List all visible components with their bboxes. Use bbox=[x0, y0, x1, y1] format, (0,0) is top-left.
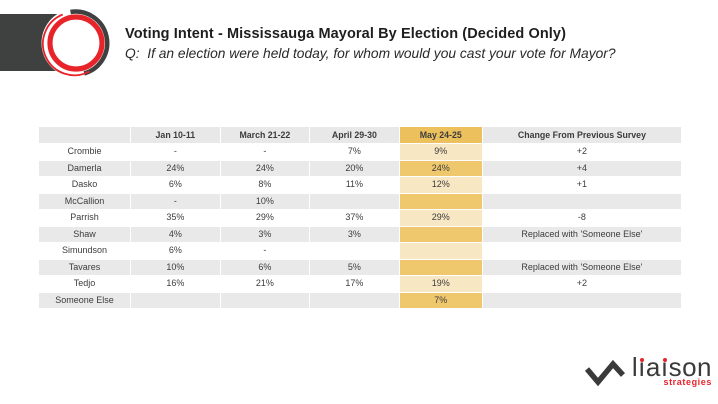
table-row: Parrish 35% 29% 37% 29% -8 bbox=[39, 210, 681, 226]
result-cell: 5% bbox=[310, 259, 399, 275]
table-body: Crombie - -7% 9% +2 Damerla 24% 24% 20% 24% +4 Dask… bbox=[39, 144, 681, 308]
result-cell: 17% bbox=[310, 276, 399, 292]
result-cell: +2 bbox=[482, 276, 681, 292]
result-cell: 24% bbox=[399, 160, 482, 176]
liaison-logo: lıaıson strategies bbox=[584, 352, 712, 387]
result-cell bbox=[482, 193, 681, 209]
results-table: Jan 10-11 March 21-22 April 29-30 May 24-25… bbox=[38, 126, 682, 309]
candidate-name: Simundson bbox=[39, 243, 131, 259]
candidate-name: Parrish bbox=[39, 210, 131, 226]
result-cell bbox=[310, 243, 399, 259]
table-row: Crombie - -7% 9% +2 bbox=[39, 144, 681, 160]
result-cell: +4 bbox=[482, 160, 681, 176]
result-cell: - bbox=[131, 144, 220, 160]
result-cell: 35% bbox=[131, 210, 220, 226]
result-cell bbox=[482, 292, 681, 308]
result-cell: 3% bbox=[220, 226, 310, 242]
table-row: Dasko 6% 8% 11% 12% +1 bbox=[39, 177, 681, 193]
candidate-name: Tavares bbox=[39, 259, 131, 275]
dotted-i: ı bbox=[660, 352, 669, 382]
result-cell: 6% bbox=[131, 177, 220, 193]
result-cell: 3% bbox=[310, 226, 399, 242]
result-cell bbox=[399, 193, 482, 209]
result-cell: 21% bbox=[220, 276, 310, 292]
result-cell: - bbox=[220, 144, 310, 160]
result-cell: -8 bbox=[482, 210, 681, 226]
result-cell: 24% bbox=[131, 160, 220, 176]
candidate-name: Someone Else bbox=[39, 292, 131, 308]
result-cell bbox=[399, 243, 482, 259]
trend-zigzag-icon bbox=[584, 359, 625, 387]
result-cell bbox=[399, 259, 482, 275]
table-row: Simundson 6% - bbox=[39, 243, 681, 259]
liaison-wordmark: lıaıson bbox=[631, 352, 712, 382]
table-row: Someone Else 7% bbox=[39, 292, 681, 308]
result-cell: 8% bbox=[220, 177, 310, 193]
result-cell: 7% bbox=[310, 144, 399, 160]
table-row: Tedjo 16% 21% 17% 19% +2 bbox=[39, 276, 681, 292]
liaison-tagline: strategies bbox=[663, 377, 712, 387]
column-header: Change From Previous Survey bbox=[482, 127, 681, 143]
result-cell: 29% bbox=[399, 210, 482, 226]
liaison-ring-logo bbox=[0, 8, 111, 78]
column-header: March 21-22 bbox=[220, 127, 310, 143]
dotted-i: ı bbox=[638, 352, 646, 382]
column-header: April 29-30 bbox=[310, 127, 399, 143]
result-cell: 16% bbox=[131, 276, 220, 292]
table-row: McCallion -10% bbox=[39, 193, 681, 209]
result-cell: 6% bbox=[220, 259, 310, 275]
result-cell bbox=[310, 193, 399, 209]
result-cell: 10% bbox=[220, 193, 310, 209]
result-cell: 6% bbox=[131, 243, 220, 259]
result-cell: 20% bbox=[310, 160, 399, 176]
result-cell: 10% bbox=[131, 259, 220, 275]
result-cell: 9% bbox=[399, 144, 482, 160]
column-header: Jan 10-11 bbox=[131, 127, 220, 143]
column-header: May 24-25 bbox=[399, 127, 482, 143]
table-row: Tavares 10% 6% 5% Replaced with 'Someone Els… bbox=[39, 259, 681, 275]
slide-title: Voting Intent - Mississauga Mayoral By E… bbox=[125, 26, 567, 42]
candidate-name: Damerla bbox=[39, 160, 131, 176]
headings: Voting Intent - Mississauga Mayoral By E… bbox=[125, 26, 685, 61]
result-cell: Replaced with 'Someone Else' bbox=[482, 259, 681, 275]
result-cell: 7% bbox=[399, 292, 482, 308]
result-cell: +2 bbox=[482, 144, 681, 160]
candidate-name: Dasko bbox=[39, 177, 131, 193]
result-cell: 12% bbox=[399, 177, 482, 193]
result-cell: - bbox=[131, 193, 220, 209]
result-cell: 4% bbox=[131, 226, 220, 242]
result-cell: 29% bbox=[220, 210, 310, 226]
survey-question: Q: If an election were held today, for w… bbox=[125, 46, 616, 61]
column-header bbox=[39, 127, 131, 143]
result-cell: 37% bbox=[310, 210, 399, 226]
result-cell: - bbox=[220, 243, 310, 259]
result-cell bbox=[131, 292, 220, 308]
header-row: Jan 10-11 March 21-22 April 29-30 May 24-25… bbox=[39, 127, 681, 143]
result-cell: 24% bbox=[220, 160, 310, 176]
result-cell bbox=[482, 243, 681, 259]
candidate-name: Crombie bbox=[39, 144, 131, 160]
result-cell: 11% bbox=[310, 177, 399, 193]
result-cell bbox=[310, 292, 399, 308]
candidate-name: Shaw bbox=[39, 226, 131, 242]
result-cell bbox=[220, 292, 310, 308]
result-cell: 19% bbox=[399, 276, 482, 292]
result-cell bbox=[399, 226, 482, 242]
candidate-name: McCallion bbox=[39, 193, 131, 209]
candidate-name: Tedjo bbox=[39, 276, 131, 292]
table-row: Shaw 4% 3% 3% Replaced with 'Someone Else' bbox=[39, 226, 681, 242]
result-cell: +1 bbox=[482, 177, 681, 193]
table-row: Damerla 24% 24% 20% 24% +4 bbox=[39, 160, 681, 176]
result-cell: Replaced with 'Someone Else' bbox=[482, 226, 681, 242]
